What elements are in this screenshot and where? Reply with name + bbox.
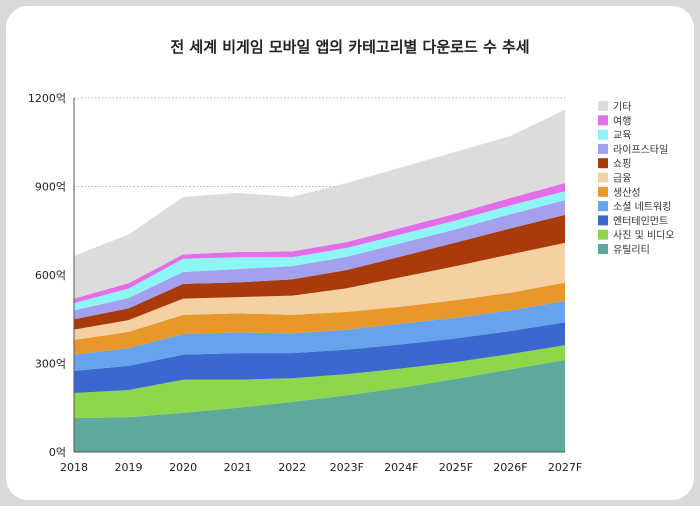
x-tick-label: 2022 bbox=[278, 461, 306, 474]
series-area-10 bbox=[74, 109, 565, 299]
series-area-0 bbox=[74, 359, 565, 452]
x-tick-label: 2027F bbox=[548, 461, 582, 474]
legend-label: 기타 bbox=[613, 101, 631, 113]
series-area-5 bbox=[74, 242, 565, 340]
legend-swatch bbox=[598, 186, 608, 197]
series-area-7 bbox=[74, 200, 565, 320]
legend-label: 여행 bbox=[613, 115, 631, 127]
legend-label: 라이프스타일 bbox=[613, 144, 668, 156]
legend-label: 소셜 네트워킹 bbox=[613, 200, 671, 213]
x-tick-label: 2024F bbox=[384, 461, 418, 474]
legend-label: 생산성 bbox=[613, 187, 641, 199]
legend-label: 교육 bbox=[613, 130, 631, 142]
x-tick-label: 2025F bbox=[439, 461, 473, 474]
y-tick-label: 300억 bbox=[35, 358, 66, 371]
legend-swatch bbox=[598, 158, 608, 169]
legend-swatch bbox=[598, 201, 608, 212]
series-area-8 bbox=[74, 191, 565, 311]
chart-title: 전 세계 비게임 모바일 앱의 카테고리별 다운로드 수 추세 bbox=[170, 38, 530, 56]
x-tick-label: 2018 bbox=[60, 461, 88, 474]
legend-swatch bbox=[598, 129, 608, 140]
legend-swatch bbox=[598, 229, 608, 240]
y-tick-label: 0억 bbox=[49, 446, 66, 459]
y-tick-label: 900억 bbox=[35, 181, 66, 194]
y-tick-label: 1200억 bbox=[28, 92, 66, 105]
series-area-4 bbox=[74, 282, 565, 355]
legend-swatch bbox=[598, 244, 608, 254]
x-tick-label: 2023F bbox=[330, 461, 364, 474]
legend-swatch bbox=[598, 172, 608, 183]
series-area-3 bbox=[74, 300, 565, 371]
series-area-2 bbox=[74, 322, 565, 393]
x-tick-label: 2021 bbox=[224, 461, 252, 474]
legend-swatch bbox=[598, 215, 608, 226]
legend-swatch bbox=[598, 101, 608, 111]
x-tick-label: 2026F bbox=[493, 461, 527, 474]
legend-swatch bbox=[598, 115, 608, 126]
legend-label: 쇼핑 bbox=[613, 158, 631, 170]
series-area-6 bbox=[74, 214, 565, 330]
legend-label: 엔터테인먼트 bbox=[613, 215, 668, 227]
legend-label: 금융 bbox=[613, 173, 631, 185]
legend-swatch bbox=[598, 143, 608, 154]
series-area-1 bbox=[74, 345, 565, 419]
x-tick-label: 2019 bbox=[115, 461, 143, 474]
x-tick-label: 2020 bbox=[169, 461, 197, 474]
legend-label: 유틸리티 bbox=[613, 243, 650, 256]
legend-label: 사진 및 비디오 bbox=[613, 230, 675, 242]
y-tick-label: 600억 bbox=[35, 269, 66, 282]
